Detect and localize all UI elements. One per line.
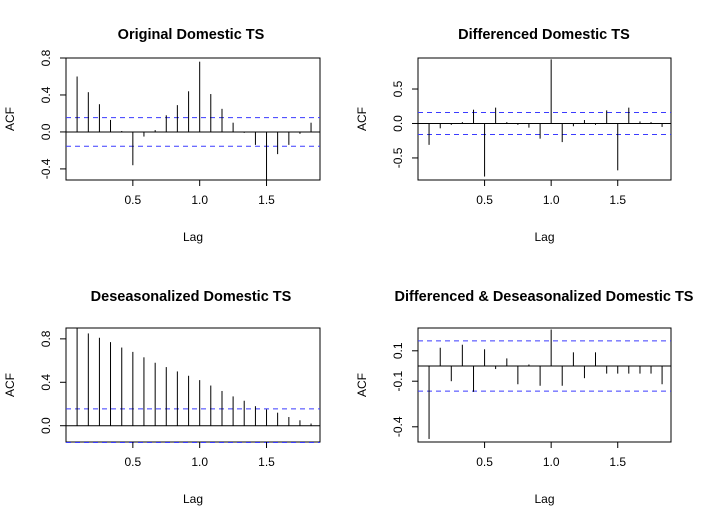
x-axis-label: Lag xyxy=(534,230,554,244)
y-tick-label: -0.4 xyxy=(39,158,53,179)
plot-frame xyxy=(417,57,672,181)
y-tick-label: -0.1 xyxy=(391,371,405,392)
y-tick-label: 0.8 xyxy=(39,330,53,347)
x-tick-label: 1.0 xyxy=(543,455,560,469)
x-tick-label: 1.5 xyxy=(258,455,275,469)
y-tick-label: 0.5 xyxy=(391,80,405,97)
y-axis-label: ACF xyxy=(3,373,17,397)
y-tick-label: 0.0 xyxy=(39,123,53,140)
x-axis-label: Lag xyxy=(183,492,203,506)
x-tick-label: 1.5 xyxy=(258,193,275,207)
y-tick-label: -0.4 xyxy=(391,416,405,437)
y-axis-label: ACF xyxy=(355,373,369,397)
x-axis-label: Lag xyxy=(183,230,203,244)
x-tick-label: 1.5 xyxy=(609,455,626,469)
y-axis-label: ACF xyxy=(3,107,17,131)
y-tick-label: 0.1 xyxy=(391,342,405,359)
panel-title: Differenced Domestic TS xyxy=(458,27,630,43)
plot-frame xyxy=(417,327,672,443)
acf-panel-4: Differenced & Deseasonalized Domestic TS… xyxy=(355,289,694,506)
y-tick-label: 0.4 xyxy=(39,374,53,391)
x-tick-label: 1.0 xyxy=(543,193,560,207)
acf-panel-3: Deseasonalized Domestic TS 0.5 1.0 1.5 0.0 0.… xyxy=(3,289,321,506)
x-tick-label: 0.5 xyxy=(476,193,493,207)
x-tick-label: 1.5 xyxy=(609,193,626,207)
y-tick-label: -0.5 xyxy=(391,147,405,168)
y-tick-label: 0.8 xyxy=(39,49,53,66)
x-tick-label: 0.5 xyxy=(124,193,141,207)
plot-frame xyxy=(65,57,321,181)
y-tick-label: 0.0 xyxy=(39,417,53,434)
panel-title: Differenced & Deseasonalized Domestic TS xyxy=(395,289,694,305)
y-axis-label: ACF xyxy=(355,107,369,131)
panel-title: Deseasonalized Domestic TS xyxy=(91,289,292,305)
plot-frame xyxy=(65,327,321,443)
panel-title: Original Domestic TS xyxy=(118,27,265,43)
x-tick-label: 1.0 xyxy=(191,193,208,207)
y-tick-label: 0.4 xyxy=(39,86,53,103)
x-tick-label: 0.5 xyxy=(476,455,493,469)
acf-panel-1: Original Domestic TS 0.5 1.0 1.5 -0.4 0.0 0.4 0… xyxy=(3,27,321,244)
x-tick-label: 1.0 xyxy=(191,455,208,469)
x-tick-label: 0.5 xyxy=(124,455,141,469)
acf-panel-2: Differenced Domestic TS 0.5 1.0 1.5 -0.5 0.0 0… xyxy=(355,27,672,244)
x-axis-label: Lag xyxy=(534,492,554,506)
y-tick-label: 0.0 xyxy=(391,115,405,132)
